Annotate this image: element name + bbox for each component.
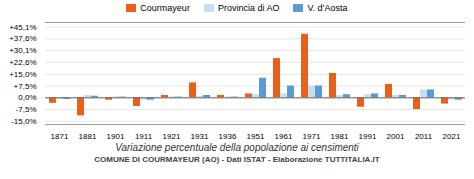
svg-text:2011: 2011 xyxy=(415,132,433,140)
html-text:V. d’Aosta: V. d’Aosta xyxy=(307,3,348,13)
html-text:Provincia di AO: Provincia di AO xyxy=(217,3,280,13)
svg-text:2021: 2021 xyxy=(443,132,461,140)
svg-text:+7,5%: +7,5% xyxy=(14,82,37,91)
svg-text:1871: 1871 xyxy=(51,132,69,140)
svg-text:+15,0%: +15,0% xyxy=(9,70,36,79)
svg-text:1911: 1911 xyxy=(135,132,153,140)
svg-text:-15,0%: -15,0% xyxy=(11,117,36,126)
svg-text:1921: 1921 xyxy=(163,132,181,140)
svg-text:1981: 1981 xyxy=(331,132,349,140)
svg-text:+45,1%: +45,1% xyxy=(9,23,36,32)
svg-text:1951: 1951 xyxy=(247,132,265,140)
html-text:Courmayeur: Courmayeur xyxy=(140,3,190,13)
svg-text:0,0%: 0,0% xyxy=(18,93,36,102)
svg-text:+22,6%: +22,6% xyxy=(9,58,36,67)
svg-text:1881: 1881 xyxy=(79,132,97,140)
svg-text:2001: 2001 xyxy=(387,132,405,140)
svg-text:+37,6%: +37,6% xyxy=(9,34,36,43)
svg-text:1961: 1961 xyxy=(275,132,293,140)
svg-text:1936: 1936 xyxy=(219,132,237,140)
html-text:COMUNE DI COURMAYEUR (AO) - Da: COMUNE DI COURMAYEUR (AO) - Dati ISTAT -… xyxy=(94,155,380,164)
svg-text:1971: 1971 xyxy=(303,132,321,140)
svg-text:+30,1%: +30,1% xyxy=(9,46,36,55)
html-text:Variazione percentuale della p: Variazione percentuale della popolazione… xyxy=(115,142,359,153)
svg-text:-7,5%: -7,5% xyxy=(16,105,37,114)
svg-text:1931: 1931 xyxy=(191,132,209,140)
svg-text:1991: 1991 xyxy=(359,132,377,140)
svg-text:1901: 1901 xyxy=(107,132,125,140)
